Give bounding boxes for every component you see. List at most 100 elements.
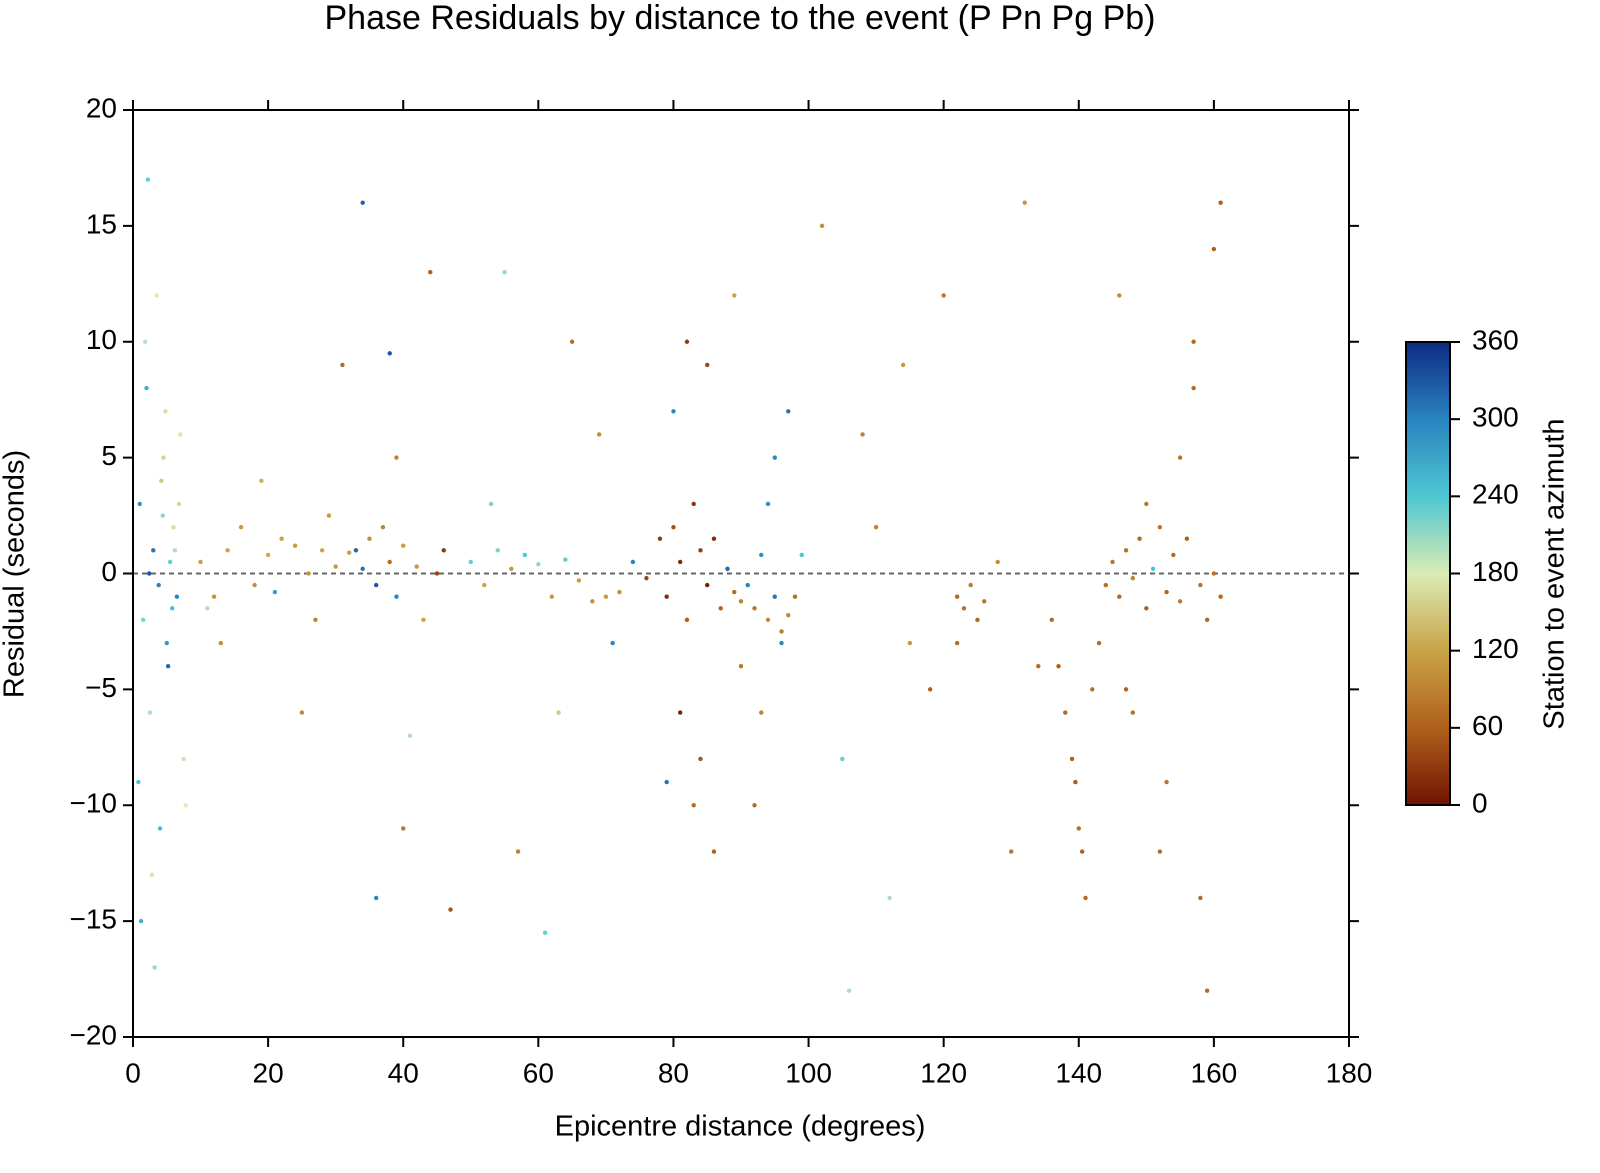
data-point [1191, 385, 1196, 391]
data-point [1073, 779, 1078, 785]
chart-title: Phase Residuals by distance to the event… [325, 0, 1156, 37]
data-point [1204, 617, 1210, 623]
data-point [1198, 895, 1203, 901]
data-point [428, 270, 433, 275]
data-point [941, 293, 946, 298]
colorbar-tick-label: 240 [1472, 479, 1519, 510]
data-point [272, 589, 278, 595]
data-point [961, 606, 967, 611]
data-point [786, 409, 791, 414]
data-point [137, 501, 142, 507]
y-tick-label: −20 [70, 1019, 118, 1050]
data-point [603, 594, 609, 599]
data-point [549, 594, 555, 599]
data-point [1096, 640, 1102, 646]
data-point [394, 594, 399, 599]
data-point [181, 756, 186, 762]
data-point [954, 640, 960, 646]
data-point [563, 557, 568, 562]
colorbar-tick-label: 0 [1472, 787, 1488, 818]
x-tick-label: 40 [388, 1057, 419, 1088]
data-point [279, 536, 284, 541]
data-point [1184, 536, 1190, 541]
data-point [142, 339, 148, 344]
data-point [705, 362, 710, 368]
data-point [1218, 594, 1223, 599]
data-point [678, 710, 683, 715]
data-point [167, 559, 173, 565]
data-point [705, 582, 710, 588]
data-point [225, 548, 230, 553]
data-point [259, 478, 264, 483]
data-point [147, 571, 152, 576]
data-point [353, 548, 359, 553]
x-axis-label: Epicentre distance (degrees) [555, 1111, 926, 1143]
data-point [407, 733, 413, 738]
colorbar-tick-label: 180 [1472, 556, 1519, 587]
data-point [556, 710, 561, 715]
data-point [799, 552, 804, 558]
data-point [176, 501, 182, 507]
data-point [900, 362, 906, 368]
data-point [954, 594, 960, 599]
data-point [169, 606, 175, 611]
data-point [1211, 246, 1217, 252]
data-point [414, 564, 419, 569]
data-point [374, 895, 379, 901]
data-point [711, 849, 717, 854]
data-point [319, 548, 325, 553]
data-point [684, 339, 690, 344]
data-point [151, 548, 156, 553]
data-point [610, 640, 615, 646]
data-point [156, 582, 161, 588]
data-point [576, 578, 582, 583]
y-tick-label: 0 [101, 556, 117, 587]
data-point [982, 599, 987, 604]
data-point [482, 582, 487, 588]
colorbar [1405, 341, 1451, 806]
data-point [840, 756, 845, 762]
y-axis-label: Residual (seconds) [0, 450, 31, 698]
data-point [691, 501, 696, 507]
data-point [183, 803, 188, 808]
data-point [907, 640, 913, 646]
data-point [1056, 664, 1061, 669]
data-point [360, 566, 365, 572]
data-point [684, 617, 690, 623]
data-point [1177, 455, 1183, 460]
data-point [522, 552, 528, 558]
data-point [745, 582, 750, 588]
data-point [154, 293, 159, 298]
y-tick-label: 20 [86, 92, 117, 123]
data-point [765, 617, 771, 623]
data-point [509, 566, 514, 572]
data-point [1123, 548, 1129, 553]
data-point [165, 664, 171, 669]
data-point [759, 710, 764, 715]
data-point [738, 664, 744, 669]
data-point [136, 779, 141, 785]
data-point [752, 606, 757, 611]
data-point [698, 756, 703, 762]
data-point [691, 803, 696, 808]
y-tick-label: 10 [86, 324, 117, 355]
data-point [725, 566, 730, 572]
data-point [678, 559, 683, 565]
x-tick-label: 100 [785, 1057, 832, 1088]
data-point [860, 432, 865, 437]
data-point [1022, 200, 1027, 205]
data-point [306, 571, 311, 576]
data-point [149, 872, 155, 877]
x-tick-label: 120 [920, 1057, 967, 1088]
x-tick-label: 80 [658, 1057, 689, 1088]
data-point [468, 559, 473, 565]
x-tick-label: 160 [1191, 1057, 1238, 1088]
data-point [360, 200, 365, 205]
data-point [995, 559, 1000, 565]
data-point [1157, 849, 1163, 854]
data-point [1009, 849, 1014, 854]
data-point [421, 617, 426, 623]
data-point [434, 571, 440, 576]
data-point [147, 710, 153, 715]
